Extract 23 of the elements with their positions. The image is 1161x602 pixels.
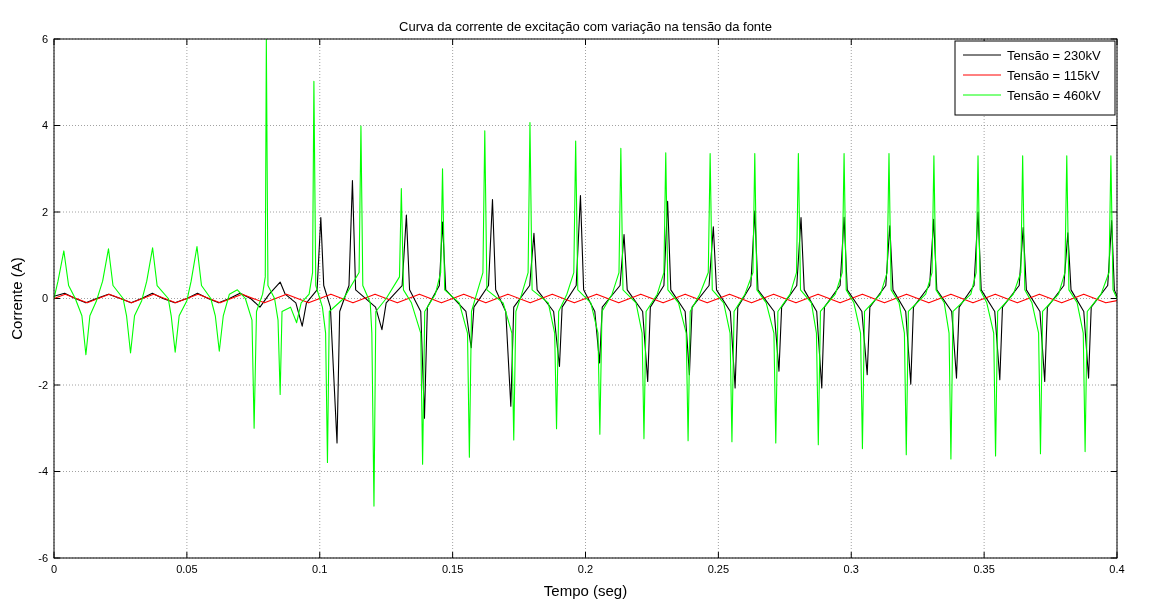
x-tick-label: 0.4 [1109,563,1125,575]
legend-label: Tensão = 230kV [1007,47,1101,63]
x-axis-title: Tempo (seg) [543,582,628,599]
y-tick-label: 0 [41,292,48,305]
legend-label: Tensão = 115kV [1007,67,1100,83]
y-axis-title: Corrente (A) [8,257,25,340]
y-tick-label: 6 [41,32,48,45]
y-tick-label: -2 [38,378,48,391]
line-series [54,293,1117,304]
y-tick-label: 2 [41,205,48,218]
y-tick-label: -4 [38,465,48,478]
x-tick-label: 0.2 [577,563,594,575]
x-tick-label: 0.1 [312,563,328,575]
x-tick-label: 0.25 [707,563,730,575]
y-tick-label: -6 [38,551,48,564]
x-tick-label: 0 [50,563,58,575]
legend-label: Tensão = 460kV [1007,87,1101,103]
x-tick-label: 0.3 [843,563,859,575]
x-tick-label: 0.15 [441,563,464,575]
chart-title: Curva da corrente de excitação com variação na tensão da fonte [399,19,772,34]
x-tick-label: 0.35 [973,563,995,575]
y-tick-label: 4 [41,119,48,132]
x-tick-label: 0.05 [176,563,198,575]
